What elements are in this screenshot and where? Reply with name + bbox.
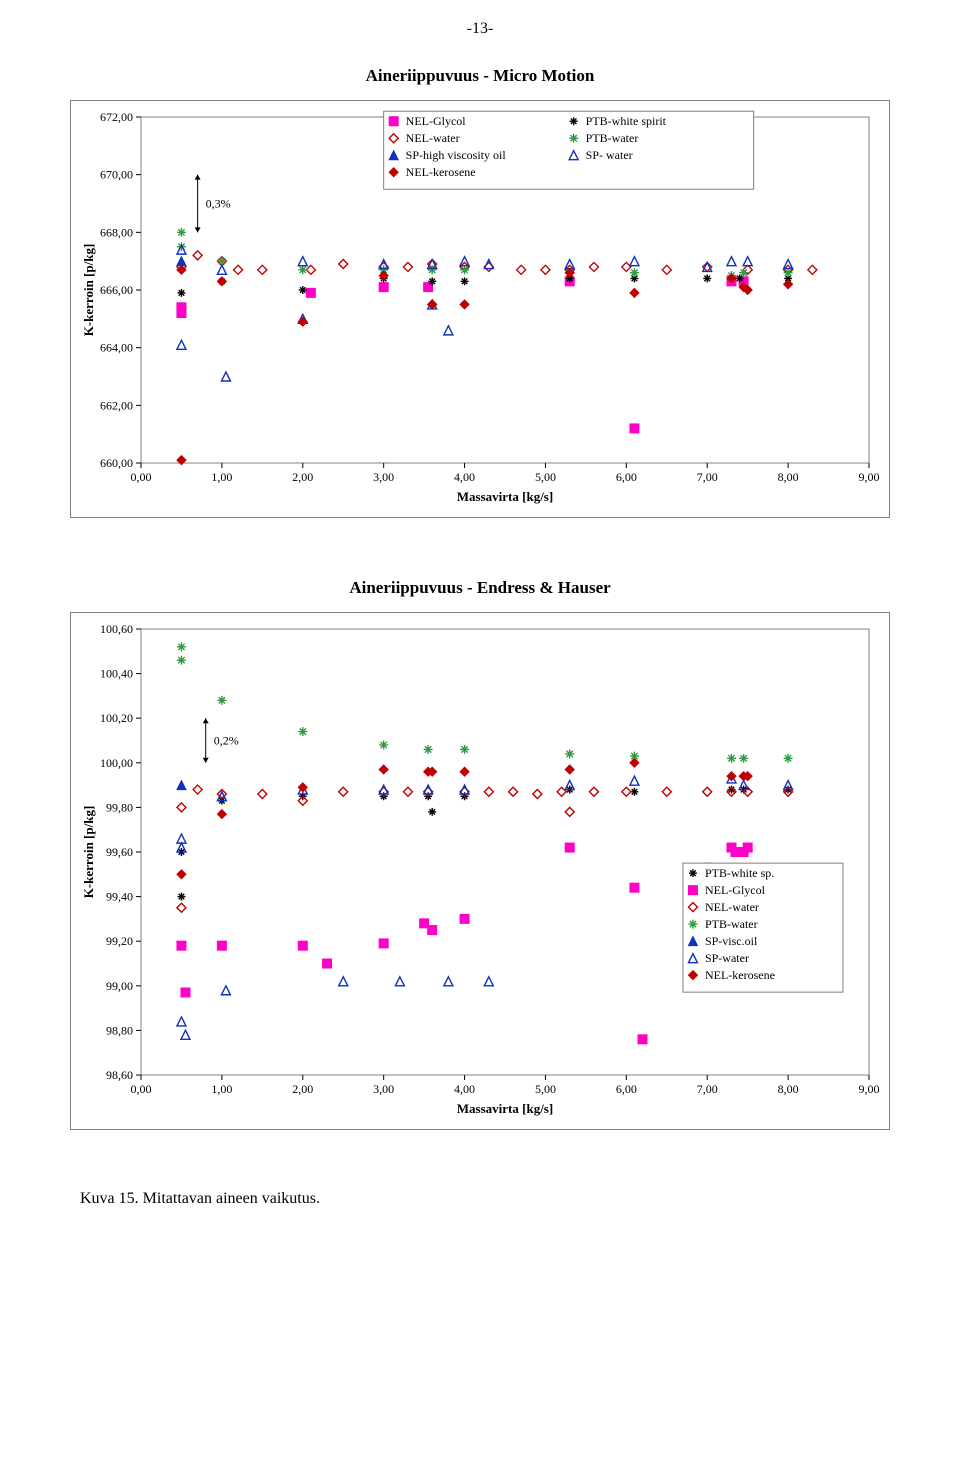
svg-text:Massavirta [kg/s]: Massavirta [kg/s]	[457, 489, 553, 504]
chart1-title: Aineriippuvuus - Micro Motion	[20, 66, 940, 86]
svg-text:99,80: 99,80	[106, 800, 133, 814]
svg-text:99,00: 99,00	[106, 979, 133, 993]
svg-text:K-kerroin [p/kg]: K-kerroin [p/kg]	[81, 806, 96, 899]
chart1-svg: 0,00 1,00 2,00 3,00 4,00 5,00 6,00 7,00 8,00 9,00…	[79, 109, 883, 509]
svg-text:9,00: 9,00	[859, 470, 880, 484]
svg-text:0,00: 0,00	[131, 1082, 152, 1096]
svg-text:100,40: 100,40	[100, 667, 133, 681]
svg-text:100,00: 100,00	[100, 756, 133, 770]
svg-text:5,00: 5,00	[535, 1082, 556, 1096]
svg-text:SP-visc.oil: SP-visc.oil	[705, 934, 758, 948]
svg-text:0,3%: 0,3%	[206, 197, 231, 211]
svg-text:PTB-water: PTB-water	[705, 917, 758, 931]
svg-text:NEL-Glycol: NEL-Glycol	[705, 883, 766, 897]
svg-text:9,00: 9,00	[859, 1082, 880, 1096]
svg-text:3,00: 3,00	[373, 1082, 394, 1096]
svg-text:6,00: 6,00	[616, 1082, 637, 1096]
svg-text:NEL-water: NEL-water	[705, 900, 759, 914]
svg-text:PTB-white spirit: PTB-white spirit	[586, 114, 667, 128]
svg-text:PTB-water: PTB-water	[586, 131, 639, 145]
svg-text:99,60: 99,60	[106, 845, 133, 859]
svg-text:98,60: 98,60	[106, 1068, 133, 1082]
svg-text:7,00: 7,00	[697, 470, 718, 484]
svg-text:8,00: 8,00	[778, 470, 799, 484]
svg-text:SP-high viscosity oil: SP-high viscosity oil	[406, 148, 507, 162]
svg-text:99,20: 99,20	[106, 934, 133, 948]
svg-text:NEL-kerosene: NEL-kerosene	[406, 165, 476, 179]
svg-text:SP- water: SP- water	[586, 148, 633, 162]
svg-text:4,00: 4,00	[454, 1082, 475, 1096]
svg-text:8,00: 8,00	[778, 1082, 799, 1096]
svg-text:2,00: 2,00	[292, 470, 313, 484]
figure-caption: Kuva 15. Mitattavan aineen vaikutus.	[80, 1190, 940, 1208]
svg-text:672,00: 672,00	[100, 110, 133, 124]
svg-text:PTB-white sp.: PTB-white sp.	[705, 866, 774, 880]
chart1-container: 0,00 1,00 2,00 3,00 4,00 5,00 6,00 7,00 8,00 9,00…	[70, 100, 890, 518]
svg-text:6,00: 6,00	[616, 470, 637, 484]
svg-text:100,60: 100,60	[100, 622, 133, 636]
svg-text:1,00: 1,00	[211, 1082, 232, 1096]
svg-text:670,00: 670,00	[100, 168, 133, 182]
svg-text:662,00: 662,00	[100, 398, 133, 412]
svg-text:4,00: 4,00	[454, 470, 475, 484]
svg-text:NEL-water: NEL-water	[406, 131, 460, 145]
svg-text:0,2%: 0,2%	[214, 734, 239, 748]
svg-text:NEL-Glycol: NEL-Glycol	[406, 114, 467, 128]
svg-text:99,40: 99,40	[106, 890, 133, 904]
svg-text:100,20: 100,20	[100, 711, 133, 725]
svg-text:664,00: 664,00	[100, 341, 133, 355]
svg-text:660,00: 660,00	[100, 456, 133, 470]
chart2-container: 0,00 1,00 2,00 3,00 4,00 5,00 6,00 7,00 8,00 9,00…	[70, 612, 890, 1130]
svg-text:666,00: 666,00	[100, 283, 133, 297]
svg-text:NEL-kerosene: NEL-kerosene	[705, 968, 775, 982]
svg-text:Massavirta [kg/s]: Massavirta [kg/s]	[457, 1101, 553, 1116]
svg-text:7,00: 7,00	[697, 1082, 718, 1096]
chart2-svg: 0,00 1,00 2,00 3,00 4,00 5,00 6,00 7,00 8,00 9,00…	[79, 621, 883, 1121]
svg-text:2,00: 2,00	[292, 1082, 313, 1096]
svg-text:1,00: 1,00	[211, 470, 232, 484]
svg-text:0,00: 0,00	[131, 470, 152, 484]
svg-text:668,00: 668,00	[100, 225, 133, 239]
svg-text:SP-water: SP-water	[705, 951, 749, 965]
svg-text:3,00: 3,00	[373, 470, 394, 484]
svg-text:98,80: 98,80	[106, 1023, 133, 1037]
svg-text:K-kerroin [p/kg]: K-kerroin [p/kg]	[81, 244, 96, 337]
chart2-title: Aineriippuvuus - Endress & Hauser	[20, 578, 940, 598]
svg-text:5,00: 5,00	[535, 470, 556, 484]
page-number: -13-	[20, 20, 940, 38]
